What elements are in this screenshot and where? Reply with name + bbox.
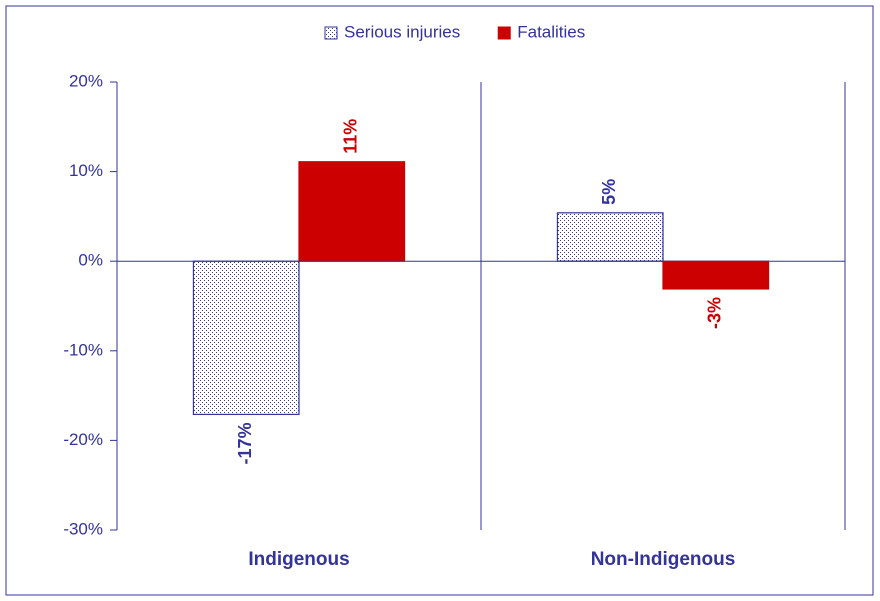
legend-swatch bbox=[497, 26, 511, 40]
x-tick-label: Non-Indigenous bbox=[591, 549, 736, 570]
value-label: 5% bbox=[599, 179, 619, 205]
y-tick-label: 10% bbox=[69, 161, 103, 180]
legend-label: Fatalities bbox=[517, 22, 585, 41]
bar bbox=[556, 212, 664, 262]
legend-label: Serious injuries bbox=[344, 22, 460, 41]
y-tick-label: 0% bbox=[78, 251, 103, 270]
bar bbox=[662, 260, 770, 290]
value-label: 11% bbox=[341, 119, 361, 154]
chart-border bbox=[5, 5, 874, 596]
bar bbox=[192, 260, 300, 416]
value-label: -17% bbox=[235, 422, 255, 464]
y-tick-label: -20% bbox=[63, 430, 103, 449]
legend-swatch bbox=[324, 26, 338, 40]
value-label: -3% bbox=[705, 297, 725, 329]
y-tick-label: -30% bbox=[63, 519, 103, 538]
y-tick-label: 20% bbox=[69, 71, 103, 90]
y-tick-label: -10% bbox=[63, 340, 103, 359]
bar bbox=[298, 161, 406, 262]
x-tick-label: Indigenous bbox=[248, 549, 349, 570]
